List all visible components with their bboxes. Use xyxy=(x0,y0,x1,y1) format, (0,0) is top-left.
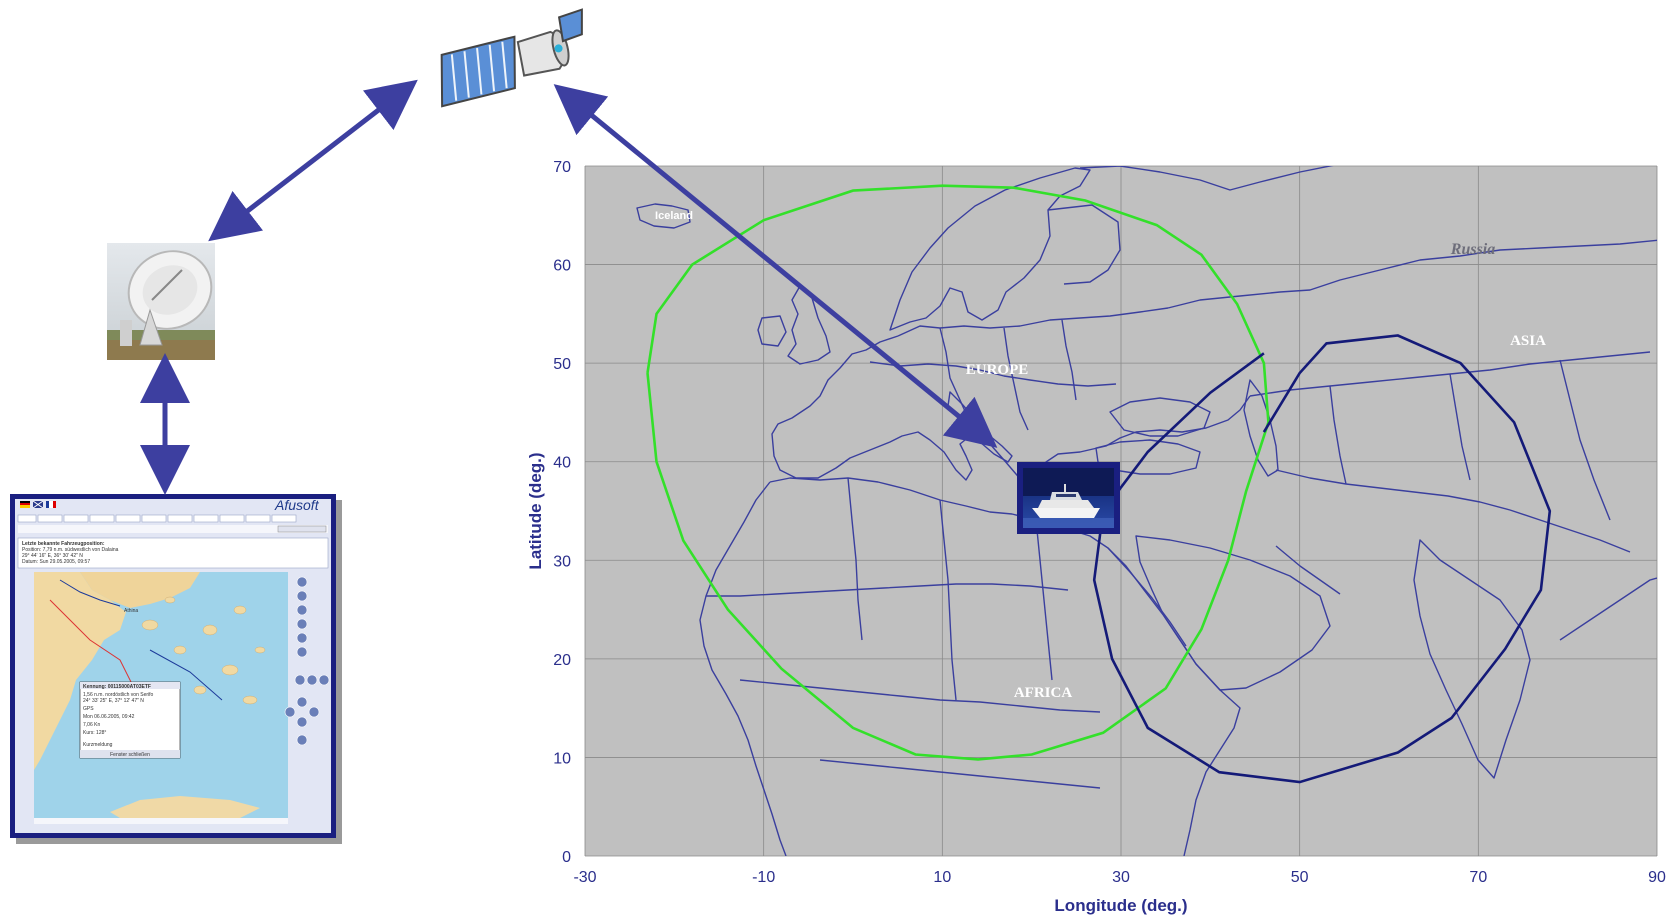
africa-borders-6 xyxy=(819,759,1101,789)
software-brand: Afusoft xyxy=(274,497,320,513)
asia-borders-4 xyxy=(1559,359,1611,521)
india-outline xyxy=(1413,539,1531,779)
y-tick-label: 0 xyxy=(562,849,571,866)
arrow-satellite-ground-station xyxy=(208,79,418,242)
africa-west-coast xyxy=(699,481,787,856)
info-line-2: 29° 44' 16" E, 36° 30' 42" N xyxy=(22,553,83,559)
popup-line-5: 7,06 Kn xyxy=(83,722,100,728)
asia-borders-2 xyxy=(1329,385,1347,485)
x-tick-label: 10 xyxy=(933,869,951,886)
y-tick-label: 60 xyxy=(553,258,571,275)
y-axis-ticks: 0 10 20 30 40 50 60 70 xyxy=(553,159,571,866)
arrow-satellite-ship xyxy=(553,84,998,448)
russia-north xyxy=(1079,166,1334,191)
popup-line-1: 1,56 n.m. nordöstlich von Serifo xyxy=(83,692,154,698)
map-chart: -30 -10 10 30 50 70 90 0 10 20 30 40 50 60 70 Longitu… xyxy=(526,159,1666,915)
y-tick-label: 50 xyxy=(553,356,571,373)
y-axis-title: Latitude (deg.) xyxy=(526,452,545,569)
link-arrows xyxy=(140,79,998,495)
red-sea xyxy=(1107,547,1187,647)
region-label-europe: EUROPE xyxy=(966,362,1029,378)
x-axis-title: Longitude (deg.) xyxy=(1054,896,1187,915)
popup-line-4: Mon 06.06.2005, 09:42 xyxy=(83,714,135,720)
asia-borders-1 xyxy=(1275,469,1631,553)
region-label-africa: AFRICA xyxy=(1014,685,1072,701)
region-label-asia: ASIA xyxy=(1510,333,1546,349)
asia-borders-3 xyxy=(1449,373,1471,481)
popup-line-7: Kurzmeldung xyxy=(83,742,113,748)
info-line-1: Position: 7,79 n.m. südwestlich von Dala… xyxy=(22,547,119,553)
x-tick-label: 30 xyxy=(1112,869,1130,886)
x-tick-label: -10 xyxy=(752,869,775,886)
finland-border xyxy=(1047,204,1121,285)
y-tick-label: 70 xyxy=(553,159,571,176)
region-label-russia: Russia xyxy=(1450,241,1495,258)
africa-borders-3 xyxy=(939,499,957,701)
satellite-icon xyxy=(440,8,583,108)
africa-borders-5 xyxy=(739,679,1101,713)
region-label-iceland: Iceland xyxy=(655,210,693,222)
y-tick-label: 10 xyxy=(553,750,571,767)
popup-line-2: 24° 33' 25" E, 37° 12' 47" N xyxy=(83,698,144,704)
caspian-outline xyxy=(1243,379,1279,477)
africa-borders-2 xyxy=(847,477,863,641)
europe-borders-5 xyxy=(1061,319,1077,401)
map-place-label: Athina xyxy=(124,608,138,614)
y-tick-label: 40 xyxy=(553,455,571,472)
x-tick-label: 50 xyxy=(1291,869,1309,886)
x-tick-label: 70 xyxy=(1469,869,1487,886)
y-tick-label: 20 xyxy=(553,652,571,669)
info-line-3: Datum: Sun 29.05.2005, 09:57 xyxy=(22,559,90,565)
ship-photo xyxy=(1017,462,1120,534)
info-title: Letzte bekannte Fahrzeugposition: xyxy=(22,541,105,547)
russia-border xyxy=(1167,239,1657,309)
popup-line-6: Kurs: 128° xyxy=(83,730,106,736)
popup-title: Kennung: 00115000AT03ETF xyxy=(83,684,151,690)
africa-borders-1 xyxy=(706,583,1069,597)
europe-borders-4 xyxy=(1003,327,1029,431)
black-sea-outline xyxy=(1109,397,1211,437)
persian-gulf xyxy=(1275,545,1341,595)
arabia-outline xyxy=(1135,535,1331,691)
africa-borders-4 xyxy=(1035,519,1053,681)
x-tick-label: -30 xyxy=(573,869,596,886)
southeast-asia xyxy=(1559,577,1657,641)
tracking-software-screenshot: Afusoft Letzte bekannte Fahrzeugposition… xyxy=(10,494,342,844)
popup-close-button[interactable]: Fenster schließen xyxy=(110,752,150,758)
x-axis-ticks: -30 -10 10 30 50 70 90 xyxy=(573,869,1666,886)
popup-line-3: GPS xyxy=(83,706,94,712)
x-tick-label: 90 xyxy=(1648,869,1666,886)
ground-station-photo xyxy=(107,243,215,360)
y-tick-label: 30 xyxy=(553,553,571,570)
